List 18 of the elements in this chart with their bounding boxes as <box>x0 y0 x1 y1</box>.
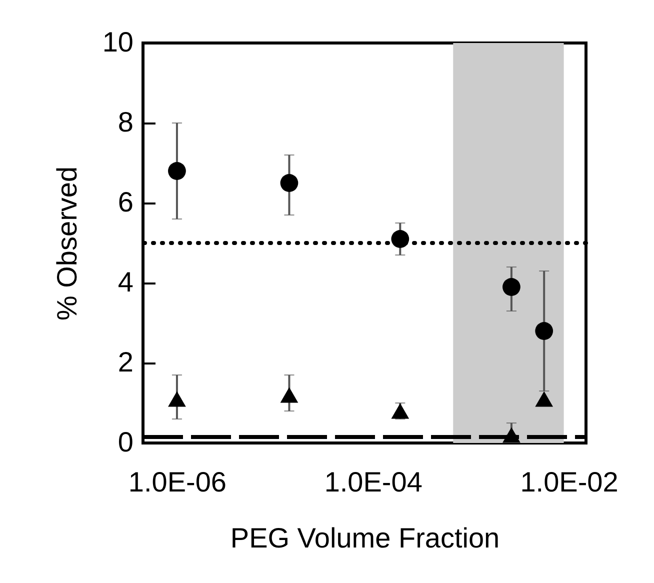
y-axis-title: % Observed <box>51 166 82 321</box>
y-tick-label: 4 <box>118 266 134 298</box>
y-tick-label: 2 <box>118 346 134 378</box>
point <box>280 174 298 192</box>
point <box>168 162 186 180</box>
y-tick-label: 10 <box>102 26 134 58</box>
x-axis-title: PEG Volume Fraction <box>230 522 500 554</box>
y-tick-label: 8 <box>118 106 134 138</box>
x-tick-label: 1.0E-02 <box>520 466 618 498</box>
point <box>391 403 410 419</box>
point <box>391 230 410 248</box>
point <box>280 387 298 403</box>
point <box>502 278 520 296</box>
x-tick-label: 1.0E-04 <box>324 466 422 498</box>
point <box>168 391 186 407</box>
y-tick-label: 6 <box>118 186 134 218</box>
y-tick-label: 0 <box>118 426 134 458</box>
x-tick-label: 1.0E-06 <box>128 466 227 498</box>
